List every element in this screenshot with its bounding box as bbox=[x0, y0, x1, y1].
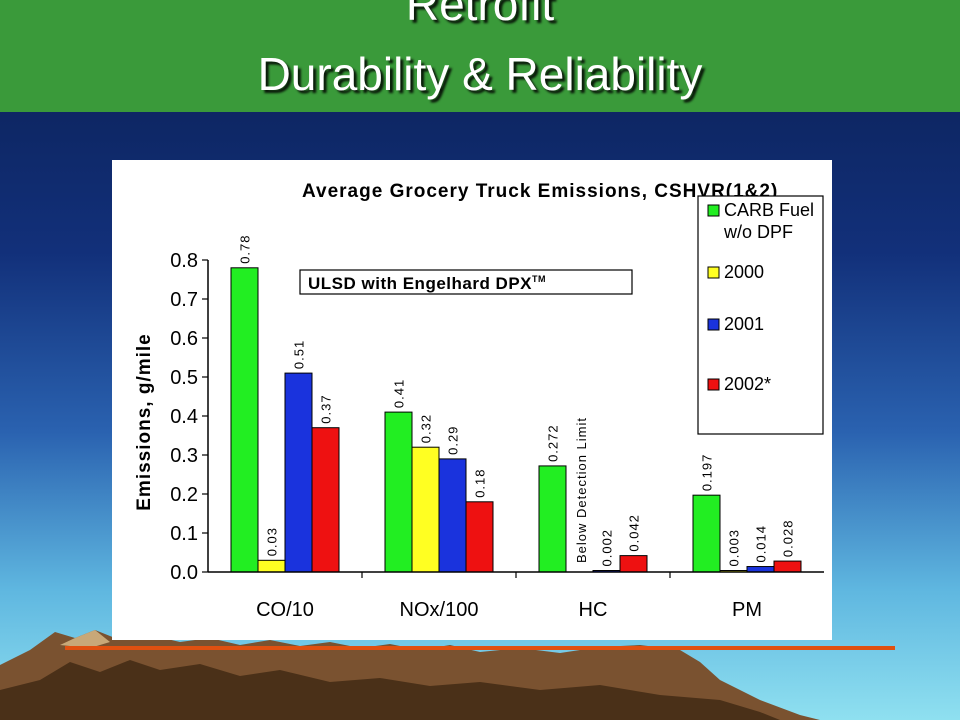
bar-value-label: 0.37 bbox=[319, 394, 334, 423]
y-axis-label: Emissions, g/mile bbox=[134, 333, 155, 511]
bar-nox-100-3 bbox=[438, 458, 467, 573]
below-detection-label: Below Detection Limit bbox=[574, 417, 589, 563]
y-tick-label: 0.6 bbox=[170, 328, 198, 350]
legend-swatch bbox=[707, 266, 720, 279]
bar-hc-4 bbox=[619, 555, 648, 573]
y-tick-label: 0.5 bbox=[170, 367, 198, 389]
bar-chart: Average Grocery Truck Emissions, CSHVR(1… bbox=[134, 181, 824, 621]
legend-label: CARB Fuel bbox=[724, 200, 814, 220]
y-tick-label: 0.4 bbox=[170, 406, 198, 428]
bar-value-label: 0.41 bbox=[392, 379, 407, 408]
bar-value-label: 0.29 bbox=[446, 426, 461, 455]
x-category-label: CO/10 bbox=[256, 599, 314, 621]
bar-value-label: 0.042 bbox=[627, 514, 642, 552]
legend-swatch bbox=[707, 318, 720, 331]
bar-co-10-4 bbox=[311, 427, 340, 573]
annotation-box: ULSD with Engelhard DPXTM bbox=[299, 269, 633, 295]
bar-value-label: 0.028 bbox=[781, 520, 796, 558]
legend-swatch bbox=[707, 378, 720, 391]
legend-label: 2001 bbox=[724, 314, 764, 334]
bar-value-label: 0.014 bbox=[754, 525, 769, 563]
y-tick-label: 0.8 bbox=[170, 250, 198, 272]
y-tick-label: 0.3 bbox=[170, 445, 198, 467]
y-tick-label: 0.2 bbox=[170, 484, 198, 506]
mountain-range-front bbox=[0, 660, 780, 720]
legend-label: 2002* bbox=[724, 374, 771, 394]
bar-co-10-2 bbox=[257, 559, 286, 573]
mountain-landscape bbox=[0, 630, 895, 720]
legend-label: 2000 bbox=[724, 262, 764, 282]
x-category-label: NOx/100 bbox=[400, 599, 479, 621]
bar-pm-3 bbox=[746, 566, 775, 573]
legend-box bbox=[697, 195, 824, 435]
bar-pm-1 bbox=[692, 494, 721, 573]
bar-nox-100-2 bbox=[411, 446, 440, 573]
title-band: Retrofit Durability & Reliability bbox=[0, 0, 960, 112]
annotation-superscript: TM bbox=[532, 274, 546, 284]
chart-title: Average Grocery Truck Emissions, CSHVR(1… bbox=[302, 181, 778, 202]
bar-value-label: 0.51 bbox=[292, 340, 307, 369]
legend-swatch bbox=[707, 204, 720, 217]
bar-hc-1 bbox=[538, 465, 567, 573]
y-tick-label: 0.1 bbox=[170, 523, 198, 545]
bar-value-label: 0.003 bbox=[727, 529, 742, 567]
bar-value-label: 0.197 bbox=[700, 454, 715, 492]
bar-co-10-3 bbox=[284, 372, 313, 573]
chart-panel: Average Grocery Truck Emissions, CSHVR(1… bbox=[112, 160, 832, 640]
legend-label: w/o DPF bbox=[723, 222, 793, 242]
y-tick-label: 0.0 bbox=[170, 562, 198, 584]
y-tick-label: 0.7 bbox=[170, 289, 198, 311]
x-category-label: PM bbox=[732, 599, 762, 621]
slide-title-line-2: Durability & Reliability bbox=[257, 48, 703, 100]
annotation-box-text: ULSD with Engelhard DPXTM bbox=[308, 274, 546, 293]
bar-value-label: 0.03 bbox=[265, 527, 280, 556]
bar-value-label: 0.32 bbox=[419, 414, 434, 443]
bar-value-label: 0.18 bbox=[473, 468, 488, 497]
bar-pm-4 bbox=[773, 560, 802, 573]
slide-title-line-1: Retrofit bbox=[405, 0, 555, 30]
bar-value-label: 0.002 bbox=[600, 529, 615, 567]
bar-value-label: 0.78 bbox=[238, 234, 253, 263]
x-axis-categories: CO/10 NOx/100 HC PM bbox=[256, 572, 762, 621]
bar-value-label: 0.272 bbox=[546, 424, 561, 462]
x-category-label: HC bbox=[579, 599, 608, 621]
bars bbox=[230, 267, 802, 573]
bar-co-10-1 bbox=[230, 267, 259, 573]
mountain-highlight bbox=[60, 630, 110, 648]
bar-nox-100-1 bbox=[384, 411, 413, 573]
bar-nox-100-4 bbox=[465, 501, 494, 573]
y-axis-ticks: 0.0 0.1 0.2 0.3 0.4 0.5 0.6 0.7 0.8 bbox=[170, 250, 208, 584]
value-labels: 0.78 0.03 0.51 0.37 0.41 0.32 0.29 0.18 0.272 0.0… bbox=[238, 234, 796, 566]
